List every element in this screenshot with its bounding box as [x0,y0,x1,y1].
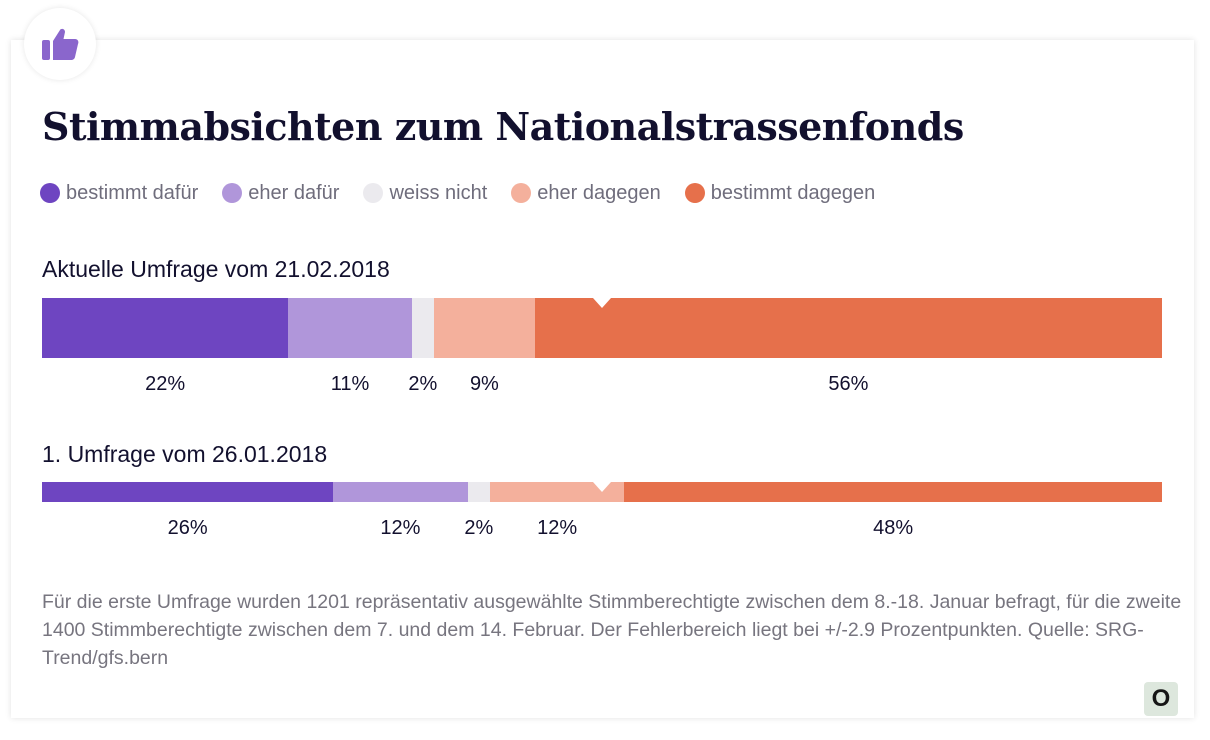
legend-label: bestimmt dagegen [710,181,876,204]
bar-segment [42,482,334,502]
bar-segment [490,482,625,502]
legend-swatch [40,183,60,203]
survey-title: Aktuelle Umfrage vom 21.02.2018 [42,256,390,282]
legend-label: eher dagegen [537,181,661,204]
legend-swatch [363,183,384,203]
bar-segment [288,298,412,358]
data-label: 48% [873,517,914,539]
legend-item: eher dafür [222,182,339,205]
data-label: 56% [828,373,869,395]
chart-legend: bestimmt dafür eher dafür weiss nicht eher … [40,180,899,206]
half-marker [593,482,611,492]
stacked-bar [42,298,1162,358]
legend-label: eher dafür [248,181,340,204]
data-label: 2% [408,373,438,395]
legend-swatch [684,183,705,203]
chart-card: O [11,40,1194,718]
badge [24,8,96,80]
survey-title: 1. Umfrage vom 26.01.2018 [42,441,328,467]
legend-swatch [511,183,532,203]
brand-logo-text: O [1151,685,1171,712]
bar-segment [434,298,535,358]
bar-segment [467,482,490,502]
data-label: 2% [464,517,494,539]
brand-logo: O [1144,682,1178,716]
data-label: 11% [330,373,370,395]
data-label: 26% [167,517,208,539]
legend-label: weiss nicht [389,181,488,204]
data-label: 12% [380,517,421,539]
legend-item: weiss nicht [363,182,487,205]
legend-item: eher dagegen [511,181,661,205]
bar-segment [333,482,468,502]
bar-segment [534,298,1162,358]
data-label: 9% [469,373,499,395]
bar-segment [42,298,289,358]
bar-segment [411,298,434,358]
legend-item: bestimmt dagegen [684,181,876,205]
legend-item: bestimmt dafür [40,182,198,205]
legend-label: bestimmt dafür [66,181,199,204]
legend-swatch [222,183,243,203]
footnote: Für die erste Umfrage wurden 1201 repräs… [42,591,1182,669]
data-label: 12% [537,517,578,539]
half-marker [593,298,611,308]
stacked-bar [42,482,1162,502]
thumbs-up-icon [42,28,79,60]
data-label: 22% [145,373,186,395]
chart-title: Stimmabsichten zum Nationalstrassenfonds [42,104,964,149]
bar-segment [624,482,1162,502]
